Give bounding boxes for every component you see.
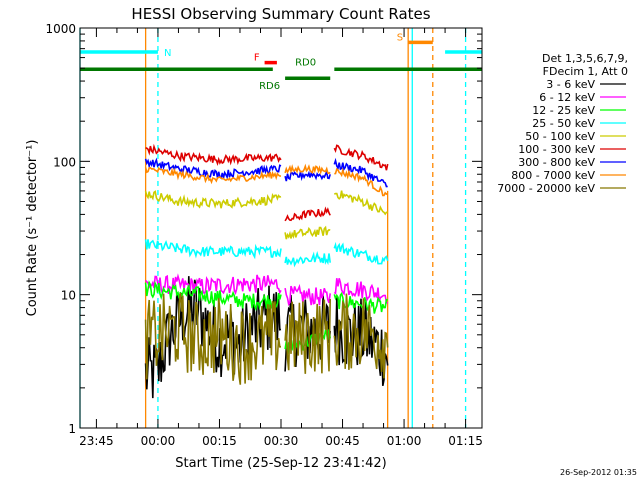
- legend-entry: 12 - 25 keV: [532, 104, 595, 117]
- legend-entry: 7000 - 20000 keV: [497, 182, 595, 195]
- series-line: [333, 278, 389, 304]
- status-bar-label: N: [164, 48, 171, 59]
- legend-entry: 6 - 12 keV: [539, 91, 595, 104]
- x-tick-label: 23:45: [79, 434, 114, 448]
- legend-entry: 800 - 7000 keV: [511, 169, 595, 182]
- series-line: [284, 163, 331, 175]
- x-tick-label: 00:45: [325, 434, 360, 448]
- legend-entry: 50 - 100 keV: [525, 130, 595, 143]
- series-line: [144, 157, 282, 180]
- status-bar-label: RD0: [295, 57, 316, 68]
- y-axis-label: Count Rate (s⁻¹ detector⁻¹): [25, 140, 40, 317]
- series-line: [284, 206, 331, 222]
- y-tick-label: 100: [53, 155, 76, 169]
- chart-title: HESSI Observing Summary Count Rates: [131, 5, 430, 23]
- y-tick-label: 10: [61, 289, 76, 303]
- x-axis-label: Start Time (25-Sep-12 23:41:42): [175, 456, 386, 471]
- x-tick-label: 00:00: [141, 434, 176, 448]
- series-line: [145, 143, 282, 166]
- x-tick-label: 01:15: [448, 434, 483, 448]
- series-line: [144, 280, 282, 312]
- series-line: [284, 169, 331, 182]
- status-bar-label: RD6: [259, 81, 280, 92]
- series-line: [144, 190, 282, 209]
- status-bar-label: F: [254, 53, 260, 64]
- y-tick-label: 1000: [45, 22, 76, 36]
- series-line: [333, 291, 388, 314]
- series-line: [144, 276, 282, 399]
- x-tick-label: 01:00: [387, 434, 422, 448]
- series-line: [333, 241, 389, 265]
- series-line: [333, 190, 388, 216]
- status-bar-label: S: [397, 32, 403, 43]
- x-tick-label: 00:30: [264, 434, 299, 448]
- legend-entry: 3 - 6 keV: [546, 78, 595, 91]
- legend-header: Det 1,3,5,6,7,9,: [542, 52, 628, 65]
- series-line: [333, 157, 388, 188]
- series-line: [144, 239, 282, 260]
- series-line: [284, 283, 331, 307]
- legend-header: FDecim 1, Att 0: [543, 65, 628, 78]
- series-line: [333, 293, 389, 379]
- series-line: [284, 250, 331, 268]
- series-line: [284, 298, 331, 374]
- series-line: [333, 144, 389, 171]
- series-line: [334, 167, 389, 197]
- series-line: [144, 292, 281, 385]
- x-tick-label: 00:15: [202, 434, 237, 448]
- legend-entry: 25 - 50 keV: [532, 117, 595, 130]
- legend-entry: 300 - 800 keV: [518, 156, 595, 169]
- legend-entry: 100 - 300 keV: [518, 143, 595, 156]
- series-line: [144, 166, 282, 185]
- timestamp-stamp: 26-Sep-2012 01:35: [560, 468, 637, 477]
- series-line: [284, 225, 331, 240]
- y-tick-label: 1: [68, 422, 76, 436]
